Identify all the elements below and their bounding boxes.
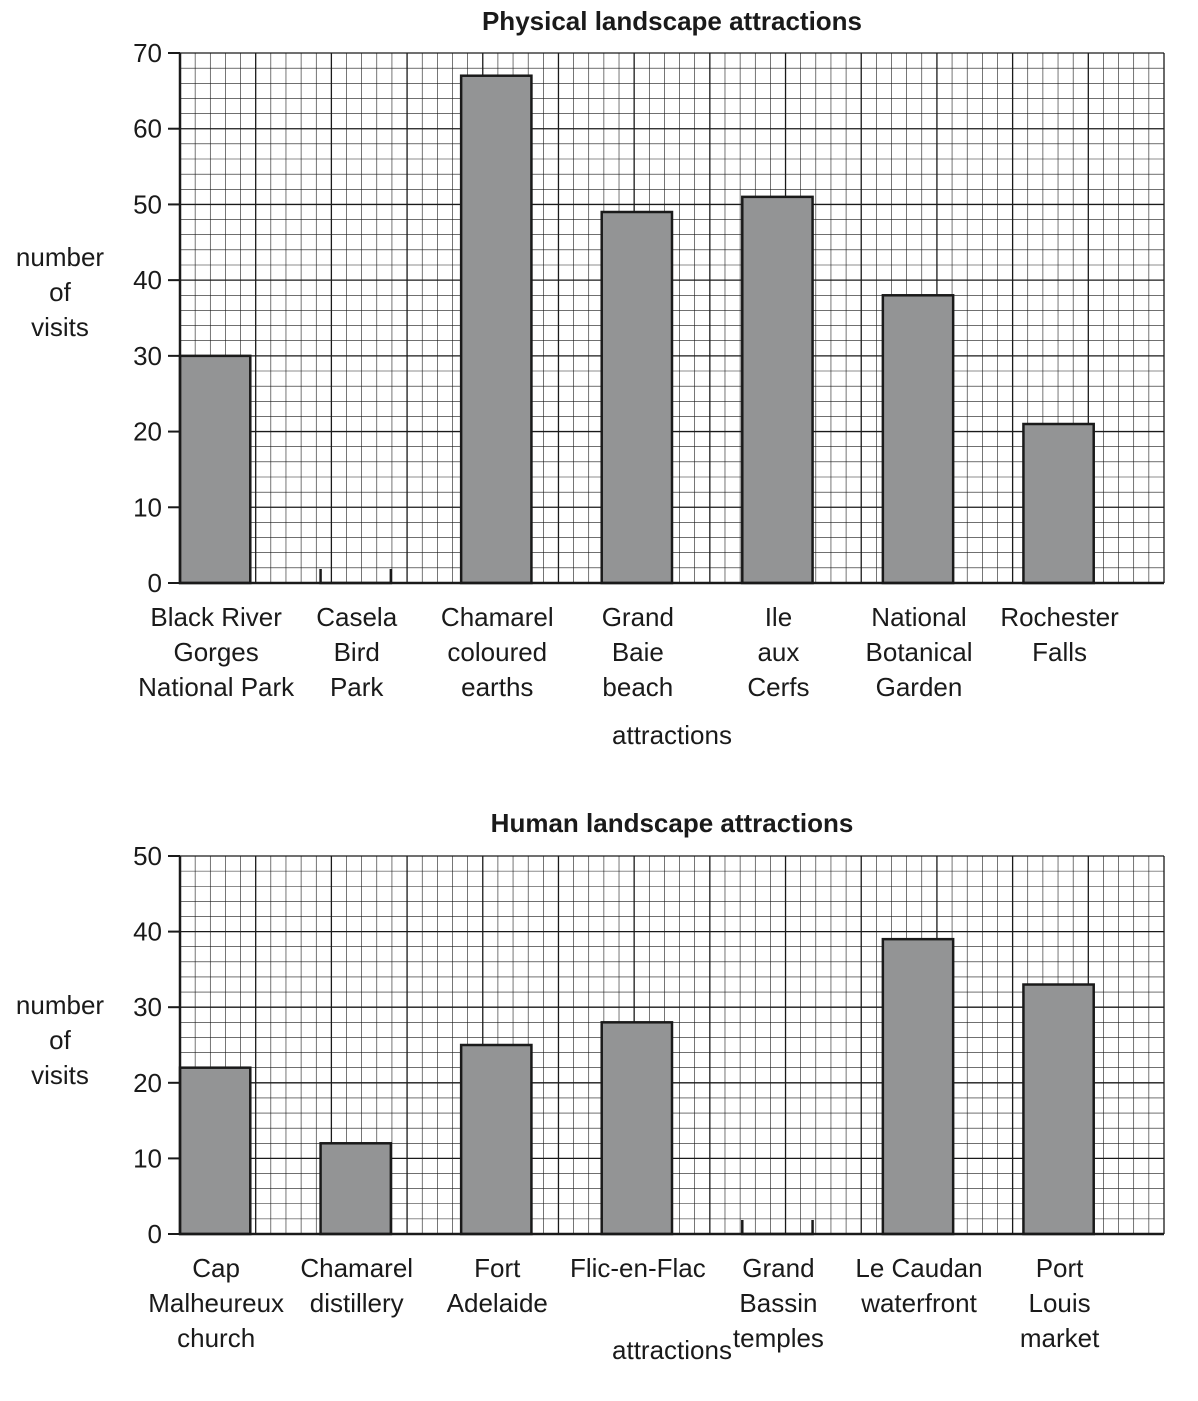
- chart-title: Human landscape attractions: [490, 808, 854, 838]
- y-tick-label: 30: [133, 992, 162, 1022]
- y-tick-label: 50: [133, 189, 162, 219]
- x-tick-label: Casela Bird Park: [316, 602, 398, 702]
- bar: [600, 210, 674, 585]
- y-tick-label: 30: [133, 341, 162, 371]
- chart-title: Physical landscape attractions: [481, 6, 863, 36]
- y-axis-title-line: of: [49, 277, 71, 307]
- y-axis: 0 10 20 30 40 50 60 70: [133, 38, 1164, 598]
- y-tick-label: 40: [133, 917, 162, 947]
- y-tick-label: 70: [133, 38, 162, 68]
- bar: [741, 195, 814, 585]
- y-tick-label: 10: [133, 1143, 162, 1173]
- bar: [178, 354, 252, 585]
- y-tick-label: 20: [133, 1068, 162, 1098]
- y-tick-label: 0: [148, 568, 162, 598]
- y-tick-label: 60: [133, 114, 162, 144]
- x-tick-label: Black River Gorges National Park: [138, 602, 295, 702]
- x-tick-label: Rochester Falls: [1000, 602, 1119, 667]
- plot-area: 0 10 20 30 40 50: [133, 841, 1165, 1249]
- human-attractions-chart: Human landscape attractions number of visi…: [0, 800, 1198, 1400]
- x-tick-label: Grand Baie beach: [601, 602, 674, 702]
- bar: [741, 1220, 814, 1236]
- y-axis-title-line: visits: [31, 312, 89, 342]
- bar: [881, 937, 955, 1236]
- bars: [178, 74, 1095, 585]
- y-tick-label: 0: [148, 1219, 162, 1249]
- x-tick-label: Chamarel coloured earths: [440, 602, 554, 702]
- x-tick-label: Fort Adelaide: [446, 1253, 548, 1318]
- x-tick-label: Le Caudan waterfront: [855, 1253, 983, 1318]
- y-axis-title-line: number: [15, 242, 105, 272]
- y-axis-title-line: of: [49, 1025, 71, 1055]
- y-axis-title: number of visits: [0, 240, 120, 345]
- physical-attractions-chart: Physical landscape attractions number of v…: [0, 6, 1165, 750]
- x-tick-label: Cap Malheureux church: [148, 1253, 285, 1353]
- y-axis-title-line: visits: [31, 1060, 89, 1090]
- y-tick-label: 50: [133, 841, 162, 871]
- y-axis-title: number of visits: [0, 988, 120, 1093]
- bar: [459, 74, 533, 585]
- x-axis-title: attractions: [612, 1335, 732, 1365]
- bar: [319, 1142, 393, 1236]
- x-tick-label: Ile aux Cerfs: [747, 602, 810, 702]
- y-axis-title-line: number: [15, 990, 105, 1020]
- x-tick-label: Chamarel distillery: [300, 1253, 414, 1318]
- bar: [1022, 983, 1095, 1236]
- y-tick-label: 40: [133, 265, 162, 295]
- x-tick-label: National Botanical Garden: [865, 602, 973, 702]
- bar: [881, 294, 955, 585]
- bar: [1022, 422, 1095, 585]
- y-tick-label: 10: [133, 492, 162, 522]
- x-tick-label: Flic-en-Flac: [569, 1253, 706, 1283]
- bars: [178, 937, 1095, 1236]
- y-axis: 0 10 20 30 40 50: [133, 841, 1164, 1249]
- y-tick-label: 20: [133, 417, 162, 447]
- x-tick-label: Port Louis market: [1019, 1253, 1100, 1353]
- plot-area: 0 10 20 30 40 50 60 70: [133, 38, 1165, 598]
- bar: [178, 1066, 252, 1236]
- x-tick-label: Grand Bassin temples: [732, 1253, 824, 1353]
- bar: [459, 1043, 533, 1236]
- bar: [600, 1021, 674, 1236]
- x-axis-title: attractions: [612, 720, 732, 750]
